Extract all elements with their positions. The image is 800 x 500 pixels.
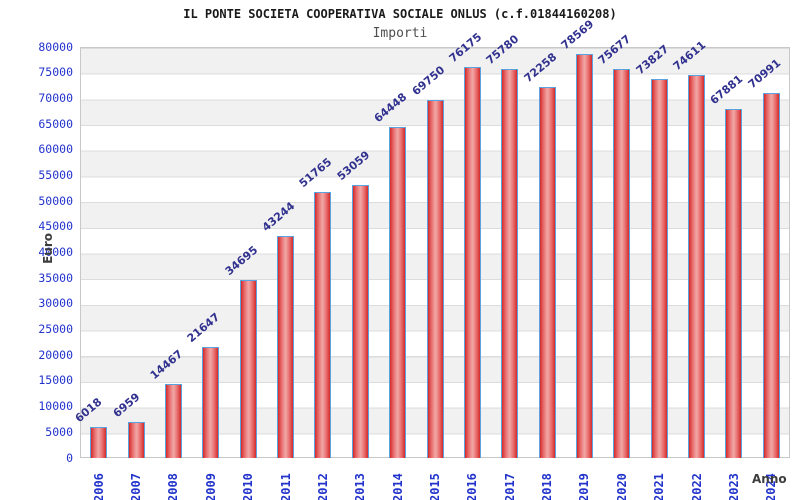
bar-2023 [725, 109, 743, 458]
x-tick-label-2011: 2011 [278, 473, 293, 500]
x-tick-label-2014: 2014 [390, 473, 405, 500]
y-tick-label: 10000 [38, 399, 73, 414]
bar-2024 [762, 93, 780, 458]
y-tick-label: 60000 [38, 142, 73, 157]
bar-2014 [389, 126, 407, 458]
y-tick-label: 55000 [38, 167, 73, 182]
y-tick-label: 35000 [38, 270, 73, 285]
y-tick-label: 30000 [38, 296, 73, 311]
x-tick-label-2006: 2006 [91, 473, 106, 500]
bar-2012 [314, 192, 332, 458]
x-tick-label-2007: 2007 [129, 473, 144, 500]
x-tick-label-2023: 2023 [726, 473, 741, 500]
x-tick-label-2017: 2017 [502, 473, 517, 500]
y-tick-label: 65000 [38, 116, 73, 131]
bar-2021 [650, 78, 668, 458]
bar-2015 [426, 99, 444, 458]
y-tick-label: 50000 [38, 193, 73, 208]
bar-2009 [202, 346, 220, 458]
y-tick-label: 70000 [38, 90, 73, 105]
x-tick-label-2016: 2016 [465, 473, 480, 500]
x-tick-label-2021: 2021 [652, 473, 667, 500]
bar-2016 [463, 66, 481, 458]
y-tick-label: 25000 [38, 322, 73, 337]
x-tick-label-2022: 2022 [689, 473, 704, 500]
x-tick-label-2009: 2009 [203, 473, 218, 500]
bar-2011 [277, 235, 295, 458]
x-tick-label-2013: 2013 [353, 473, 368, 500]
bar-2013 [351, 185, 369, 458]
x-tick-label-2015: 2015 [428, 473, 442, 500]
bar-2018 [538, 86, 556, 458]
y-axis-title: Euro [41, 233, 55, 264]
chart-subtitle: Importi [372, 26, 428, 41]
bar-2008 [164, 383, 182, 458]
y-tick-label: 45000 [38, 219, 73, 234]
x-tick-label-2018: 2018 [540, 473, 555, 500]
x-axis-title: Anno [752, 472, 787, 486]
chart-title: IL PONTE SOCIETA COOPERATIVA SOCIALE ONL… [183, 7, 617, 21]
y-tick-label: 75000 [38, 65, 73, 80]
x-tick-label-2010: 2010 [241, 473, 256, 500]
y-tick-label: 15000 [38, 373, 73, 388]
y-tick-label: 40000 [38, 245, 73, 259]
x-tick-label-2019: 2019 [577, 473, 592, 500]
bar-2017 [501, 68, 519, 458]
x-tick-label-2020: 2020 [614, 473, 629, 500]
bar-2019 [575, 54, 593, 458]
y-tick-label: 80000 [38, 39, 73, 54]
y-tick-label: 5000 [45, 424, 73, 439]
x-tick-label-2012: 2012 [315, 473, 330, 500]
bar-2022 [688, 74, 706, 458]
bar-2007 [127, 422, 145, 458]
bar-2020 [613, 69, 631, 458]
y-tick-label: 20000 [38, 347, 73, 362]
x-tick-label-2008: 2008 [166, 473, 181, 500]
y-tick-label: 0 [66, 450, 73, 465]
bar-2010 [239, 279, 257, 458]
bar-2006 [90, 427, 108, 458]
